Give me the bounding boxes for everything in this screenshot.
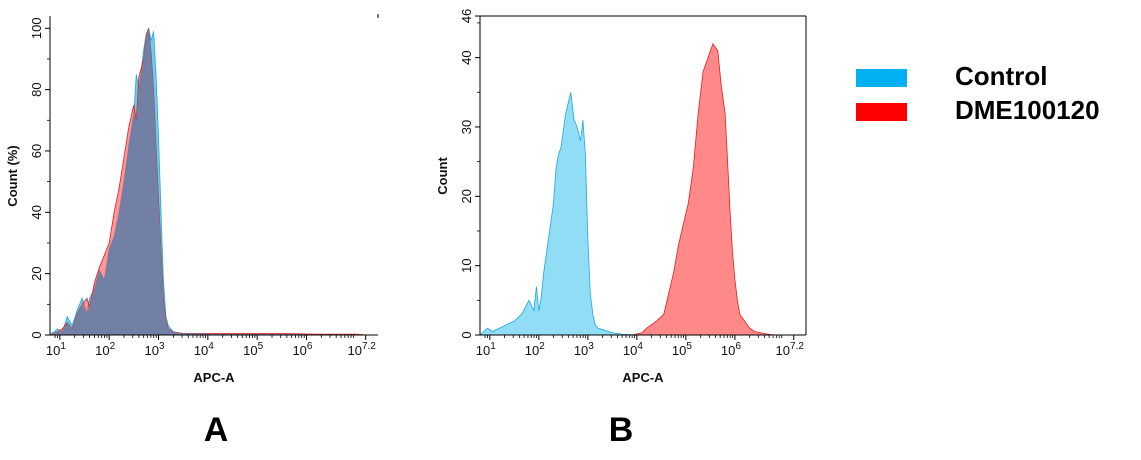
panel-a-y-tick-label: 60 (29, 144, 44, 158)
panel-b-x-tick-label: 103 (574, 341, 594, 358)
panel-a-plot-area (48, 26, 366, 336)
panel-b-y-tick-label: 40 (459, 50, 474, 64)
panel-b-letter: B (609, 411, 634, 449)
panel-b-x-tick-label: 102 (525, 341, 545, 358)
panel-b-x-ticks: 101 102 103 104 105 106 107.2 (476, 335, 805, 358)
panel-a-x-tick-label: 101 (46, 341, 66, 358)
panel-a-y-tick-label: 40 (29, 205, 44, 219)
panel-a-x-tick-label: 105 (243, 341, 263, 358)
panel-a-x-tick-label: 103 (144, 341, 164, 358)
panel-a-y-tick-label: 0 (29, 331, 44, 338)
panel-b-y-axis-title: Count (435, 157, 450, 195)
panel-a-histogram: 101 102 103 104 105 106 107.2 0 20 40 60 80 100 APC… (5, 14, 379, 449)
panel-a-y-tick-label: 100 (29, 17, 44, 39)
panel-a-x-tick-label: 107.2 (347, 341, 376, 358)
panel-b-series-control (478, 92, 637, 336)
legend: Control DME100120 (856, 61, 1100, 125)
panel-b-y-tick-label: 20 (459, 189, 474, 203)
panel-a-y-axis-title: Count (%) (5, 145, 20, 206)
panel-b-x-tick-label: 106 (721, 341, 741, 358)
panel-a-x-ticks: 101 102 103 104 105 106 107.2 (46, 335, 376, 358)
panel-a-x-tick-label: 104 (194, 341, 214, 358)
legend-swatch-dme100120 (856, 103, 907, 121)
panel-b-y-tick-label: 46 (459, 9, 474, 23)
panel-b-y-ticks: 0 10 20 30 40 46 (459, 9, 480, 339)
panel-b-x-tick-label: 105 (672, 341, 692, 358)
panel-b-histogram: 101 102 103 104 105 106 107.2 0 10 20 30 40 46 APC-… (435, 9, 807, 449)
panel-a-y-tick-label: 20 (29, 266, 44, 280)
panel-b-series-dme100120 (631, 42, 775, 336)
panel-b-y-tick-label: 10 (459, 258, 474, 272)
panel-a-x-tick-label: 102 (95, 341, 115, 358)
panel-b-y-tick-label: 30 (459, 120, 474, 134)
panel-b-plot-area (478, 42, 775, 336)
panel-b-x-tick-label: 101 (476, 341, 496, 358)
panel-b-y-tick-label: 0 (459, 331, 474, 338)
legend-label-control: Control (955, 61, 1047, 91)
legend-label-dme100120: DME100120 (955, 95, 1100, 125)
panel-a-x-axis-title: APC-A (193, 370, 235, 385)
panel-a-letter: A (204, 411, 229, 449)
panel-a-series-overlap (50, 28, 366, 336)
legend-swatch-control (856, 69, 907, 87)
panel-a-y-ticks: 0 20 40 60 80 100 (29, 17, 50, 339)
panel-b-x-tick-label: 104 (623, 341, 643, 358)
panel-a-y-tick-label: 80 (29, 82, 44, 96)
panel-b-x-tick-label: 107.2 (776, 341, 805, 358)
panel-b-x-axis-title: APC-A (622, 370, 664, 385)
panel-a-x-tick-label: 106 (292, 341, 312, 358)
